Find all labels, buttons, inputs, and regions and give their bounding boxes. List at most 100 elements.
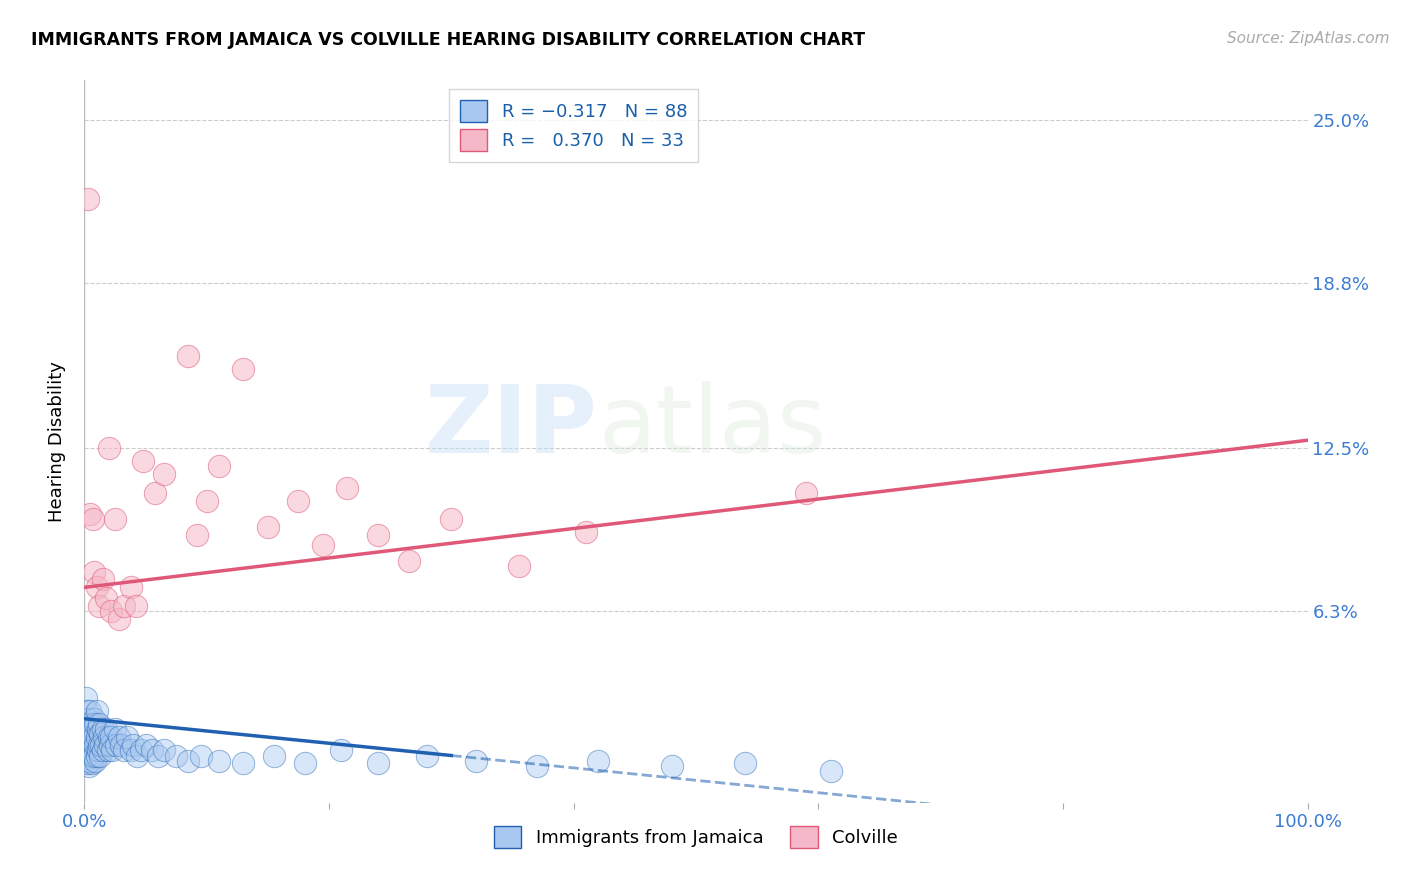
Point: [110, 738, 132, 752]
Point: [75, 717, 97, 731]
Point: [77, 712, 100, 726]
Point: [77, 730, 100, 744]
Legend: Immigrants from Jamaica, Colville: Immigrants from Jamaica, Colville: [486, 819, 905, 855]
Point: [287, 493, 309, 508]
Point: [129, 743, 152, 757]
Point: [232, 756, 254, 771]
Point: [90, 738, 112, 752]
Text: ZIP: ZIP: [425, 381, 598, 473]
Point: [77, 717, 100, 731]
Point: [77, 756, 100, 771]
Point: [195, 493, 218, 508]
Point: [76, 730, 98, 744]
Point: [367, 756, 389, 771]
Point: [141, 743, 163, 757]
Point: [104, 723, 127, 737]
Point: [661, 759, 683, 773]
Point: [153, 743, 176, 757]
Point: [82, 512, 104, 526]
Point: [82, 748, 104, 763]
Point: [77, 192, 100, 206]
Point: [575, 525, 598, 540]
Point: [80, 730, 103, 744]
Point: [120, 580, 142, 594]
Point: [177, 754, 200, 768]
Point: [80, 717, 103, 731]
Point: [416, 748, 439, 763]
Text: Source: ZipAtlas.com: Source: ZipAtlas.com: [1226, 31, 1389, 46]
Point: [84, 754, 107, 768]
Point: [96, 591, 118, 605]
Point: [80, 756, 103, 771]
Point: [294, 756, 316, 771]
Point: [263, 748, 285, 763]
Point: [526, 759, 548, 773]
Point: [135, 738, 157, 752]
Point: [91, 723, 114, 737]
Point: [101, 743, 124, 757]
Point: [89, 748, 111, 763]
Point: [208, 754, 231, 768]
Point: [440, 512, 463, 526]
Point: [86, 580, 108, 594]
Point: [107, 730, 129, 744]
Point: [177, 349, 200, 363]
Point: [734, 756, 756, 771]
Point: [367, 528, 389, 542]
Point: [112, 599, 135, 613]
Point: [89, 727, 111, 741]
Point: [77, 759, 100, 773]
Point: [76, 743, 98, 757]
Point: [232, 362, 254, 376]
Point: [143, 485, 166, 500]
Point: [125, 748, 148, 763]
Point: [79, 723, 101, 737]
Point: [87, 743, 110, 757]
Point: [336, 481, 359, 495]
Point: [79, 738, 101, 752]
Point: [76, 756, 98, 771]
Point: [97, 743, 120, 757]
Point: [83, 565, 105, 579]
Point: [120, 743, 142, 757]
Point: [97, 441, 120, 455]
Point: [107, 612, 129, 626]
Point: [79, 754, 101, 768]
Point: [82, 723, 104, 737]
Point: [76, 723, 98, 737]
Point: [91, 573, 114, 587]
Point: [190, 748, 212, 763]
Point: [398, 554, 420, 568]
Point: [115, 730, 138, 744]
Point: [87, 723, 110, 737]
Point: [100, 604, 122, 618]
Point: [83, 712, 105, 726]
Point: [87, 738, 110, 752]
Point: [96, 723, 118, 737]
Point: [257, 520, 280, 534]
Point: [464, 754, 486, 768]
Y-axis label: Hearing Disability: Hearing Disability: [48, 361, 66, 522]
Point: [125, 599, 148, 613]
Point: [87, 599, 110, 613]
Point: [794, 485, 817, 500]
Point: [132, 454, 155, 468]
Point: [84, 738, 107, 752]
Point: [83, 748, 105, 763]
Text: IMMIGRANTS FROM JAMAICA VS COLVILLE HEARING DISABILITY CORRELATION CHART: IMMIGRANTS FROM JAMAICA VS COLVILLE HEAR…: [31, 31, 865, 49]
Point: [75, 738, 97, 752]
Point: [77, 738, 100, 752]
Point: [104, 512, 127, 526]
Point: [77, 748, 100, 763]
Point: [77, 751, 100, 765]
Point: [86, 704, 108, 718]
Point: [146, 748, 169, 763]
Point: [86, 730, 108, 744]
Point: [820, 764, 842, 779]
Point: [76, 704, 98, 718]
Point: [508, 559, 530, 574]
Point: [330, 743, 353, 757]
Point: [80, 743, 103, 757]
Point: [186, 528, 208, 542]
Point: [79, 704, 101, 718]
